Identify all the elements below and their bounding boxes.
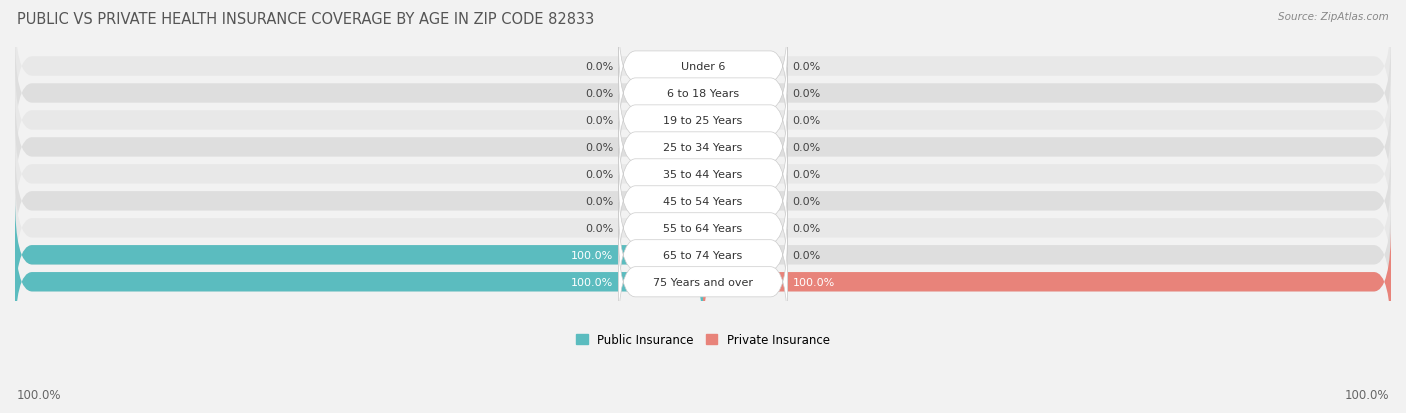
Text: 0.0%: 0.0% xyxy=(793,196,821,206)
Text: 45 to 54 Years: 45 to 54 Years xyxy=(664,196,742,206)
Text: 0.0%: 0.0% xyxy=(793,89,821,99)
FancyBboxPatch shape xyxy=(619,95,787,200)
FancyBboxPatch shape xyxy=(15,225,703,339)
FancyBboxPatch shape xyxy=(619,230,787,334)
Text: 0.0%: 0.0% xyxy=(585,142,613,152)
Text: 0.0%: 0.0% xyxy=(793,116,821,126)
FancyBboxPatch shape xyxy=(15,171,1391,286)
Text: 0.0%: 0.0% xyxy=(793,223,821,233)
Text: 100.0%: 100.0% xyxy=(17,388,62,401)
Text: PUBLIC VS PRIVATE HEALTH INSURANCE COVERAGE BY AGE IN ZIP CODE 82833: PUBLIC VS PRIVATE HEALTH INSURANCE COVER… xyxy=(17,12,595,27)
FancyBboxPatch shape xyxy=(619,122,787,227)
Text: 100.0%: 100.0% xyxy=(1344,388,1389,401)
FancyBboxPatch shape xyxy=(619,69,787,173)
FancyBboxPatch shape xyxy=(15,197,703,313)
Text: 0.0%: 0.0% xyxy=(585,196,613,206)
Text: 0.0%: 0.0% xyxy=(793,142,821,152)
FancyBboxPatch shape xyxy=(15,197,1391,313)
Text: 55 to 64 Years: 55 to 64 Years xyxy=(664,223,742,233)
Text: 0.0%: 0.0% xyxy=(585,62,613,72)
FancyBboxPatch shape xyxy=(15,225,1391,339)
Text: 25 to 34 Years: 25 to 34 Years xyxy=(664,142,742,152)
FancyBboxPatch shape xyxy=(15,144,1391,259)
Text: 0.0%: 0.0% xyxy=(793,250,821,260)
Text: 0.0%: 0.0% xyxy=(585,116,613,126)
Text: 0.0%: 0.0% xyxy=(793,169,821,180)
FancyBboxPatch shape xyxy=(15,117,1391,232)
Text: 19 to 25 Years: 19 to 25 Years xyxy=(664,116,742,126)
Text: 100.0%: 100.0% xyxy=(571,250,613,260)
Text: 35 to 44 Years: 35 to 44 Years xyxy=(664,169,742,180)
Text: 100.0%: 100.0% xyxy=(571,277,613,287)
Text: Source: ZipAtlas.com: Source: ZipAtlas.com xyxy=(1278,12,1389,22)
FancyBboxPatch shape xyxy=(15,90,1391,205)
Text: 100.0%: 100.0% xyxy=(793,277,835,287)
FancyBboxPatch shape xyxy=(619,42,787,146)
FancyBboxPatch shape xyxy=(619,149,787,254)
Text: Under 6: Under 6 xyxy=(681,62,725,72)
FancyBboxPatch shape xyxy=(703,225,1391,339)
Text: 65 to 74 Years: 65 to 74 Years xyxy=(664,250,742,260)
Text: 0.0%: 0.0% xyxy=(585,223,613,233)
Text: 0.0%: 0.0% xyxy=(585,169,613,180)
Text: 0.0%: 0.0% xyxy=(585,89,613,99)
FancyBboxPatch shape xyxy=(619,203,787,307)
Text: 0.0%: 0.0% xyxy=(793,62,821,72)
FancyBboxPatch shape xyxy=(15,9,1391,124)
FancyBboxPatch shape xyxy=(15,36,1391,151)
FancyBboxPatch shape xyxy=(619,14,787,119)
Text: 75 Years and over: 75 Years and over xyxy=(652,277,754,287)
FancyBboxPatch shape xyxy=(619,176,787,280)
Text: 6 to 18 Years: 6 to 18 Years xyxy=(666,89,740,99)
Legend: Public Insurance, Private Insurance: Public Insurance, Private Insurance xyxy=(571,328,835,351)
FancyBboxPatch shape xyxy=(15,63,1391,178)
